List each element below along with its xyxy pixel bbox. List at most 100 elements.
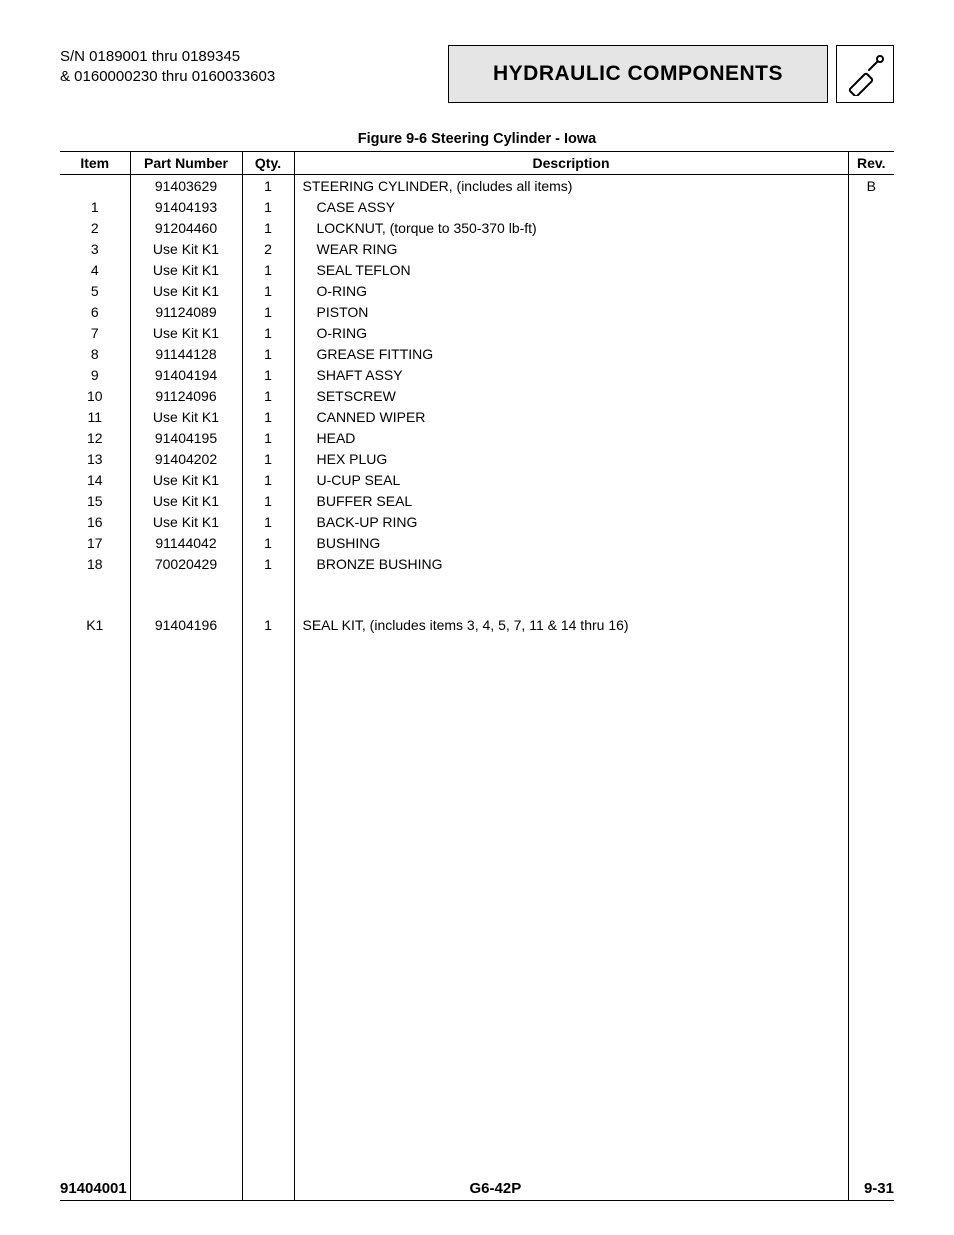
empty-cell: [60, 635, 130, 1200]
cell-rev: [848, 322, 894, 343]
cell-qty: 1: [242, 406, 294, 427]
table-row: K1914041961SEAL KIT, (includes items 3, …: [60, 614, 894, 635]
cell-description: HEX PLUG: [294, 448, 848, 469]
empty-cell: [242, 635, 294, 1200]
parts-table: Item Part Number Qty. Description Rev. 9…: [60, 151, 894, 1201]
cell-item: [60, 175, 130, 197]
footer-right: 9-31: [864, 1180, 894, 1197]
cell-part-number: 91144128: [130, 343, 242, 364]
cell-rev: [848, 238, 894, 259]
cell-part-number: Use Kit K1: [130, 406, 242, 427]
cell-rev: [848, 553, 894, 574]
cell-part-number: 91404195: [130, 427, 242, 448]
cell-description: LOCKNUT, (torque to 350-370 lb-ft): [294, 217, 848, 238]
cell-part-number: Use Kit K1: [130, 490, 242, 511]
cell-part-number: 91144042: [130, 532, 242, 553]
cell-item: 5: [60, 280, 130, 301]
col-header-item: Item: [60, 152, 130, 175]
cell-description: WEAR RING: [294, 238, 848, 259]
cell-part-number: Use Kit K1: [130, 280, 242, 301]
cell-item: 1: [60, 196, 130, 217]
figure-caption: Figure 9-6 Steering Cylinder - Iowa: [60, 131, 894, 147]
table-row: 6911240891PISTON: [60, 301, 894, 322]
cell-item: 10: [60, 385, 130, 406]
cell-part-number: Use Kit K1: [130, 238, 242, 259]
cell-part-number: Use Kit K1: [130, 322, 242, 343]
cell-description: BUSHING: [294, 532, 848, 553]
cell-qty: 1: [242, 511, 294, 532]
cell-qty: 1: [242, 259, 294, 280]
cell-rev: [848, 511, 894, 532]
cell-rev: [848, 406, 894, 427]
cell-part-number: 91404202: [130, 448, 242, 469]
table-row: 7Use Kit K11O-RING: [60, 322, 894, 343]
cell-item: 3: [60, 238, 130, 259]
empty-cell: [130, 574, 242, 614]
cell-description: O-RING: [294, 280, 848, 301]
col-header-qty: Qty.: [242, 152, 294, 175]
cell-part-number: Use Kit K1: [130, 469, 242, 490]
hydraulic-cylinder-icon: [836, 45, 894, 103]
cell-qty: 1: [242, 469, 294, 490]
table-row: 4Use Kit K11SEAL TEFLON: [60, 259, 894, 280]
cell-rev: [848, 196, 894, 217]
table-row: 14Use Kit K11U-CUP SEAL: [60, 469, 894, 490]
section-title-banner: HYDRAULIC COMPONENTS: [448, 45, 828, 103]
cell-rev: [848, 217, 894, 238]
cell-description: HEAD: [294, 427, 848, 448]
table-row: 10911240961SETSCREW: [60, 385, 894, 406]
table-row: 5Use Kit K11O-RING: [60, 280, 894, 301]
cell-qty: 1: [242, 301, 294, 322]
cell-qty: 1: [242, 217, 294, 238]
table-spacer-row: [60, 574, 894, 614]
cell-part-number: 70020429: [130, 553, 242, 574]
empty-cell: [242, 574, 294, 614]
cell-item: 11: [60, 406, 130, 427]
empty-cell: [848, 635, 894, 1200]
cell-rev: B: [848, 175, 894, 197]
cell-qty: 2: [242, 238, 294, 259]
empty-cell: [294, 574, 848, 614]
table-row: 17911440421BUSHING: [60, 532, 894, 553]
cell-qty: 1: [242, 427, 294, 448]
cell-item: 12: [60, 427, 130, 448]
cell-part-number: 91204460: [130, 217, 242, 238]
col-header-description: Description: [294, 152, 848, 175]
table-row: 11Use Kit K11CANNED WIPER: [60, 406, 894, 427]
page-footer: 91404001 G6-42P 9-31: [60, 1180, 894, 1197]
cell-description: BUFFER SEAL: [294, 490, 848, 511]
cell-rev: [848, 364, 894, 385]
cell-part-number: Use Kit K1: [130, 511, 242, 532]
table-header-row: Item Part Number Qty. Description Rev.: [60, 152, 894, 175]
cell-description: SHAFT ASSY: [294, 364, 848, 385]
cell-rev: [848, 532, 894, 553]
sn-line-2: & 0160000230 thru 0160033603: [60, 67, 275, 87]
table-row: 2912044601LOCKNUT, (torque to 350-370 lb…: [60, 217, 894, 238]
col-header-rev: Rev.: [848, 152, 894, 175]
table-row: 18700204291BRONZE BUSHING: [60, 553, 894, 574]
cell-rev: [848, 343, 894, 364]
empty-cell: [848, 574, 894, 614]
serial-number-block: S/N 0189001 thru 0189345 & 0160000230 th…: [60, 45, 275, 88]
cell-rev: [848, 259, 894, 280]
cell-rev: [848, 448, 894, 469]
cell-part-number: 91404194: [130, 364, 242, 385]
cell-description: SEAL KIT, (includes items 3, 4, 5, 7, 11…: [294, 614, 848, 635]
empty-cell: [294, 635, 848, 1200]
footer-center: G6-42P: [470, 1180, 522, 1197]
cell-item: 17: [60, 532, 130, 553]
empty-cell: [130, 635, 242, 1200]
cell-item: K1: [60, 614, 130, 635]
cell-rev: [848, 280, 894, 301]
cell-qty: 1: [242, 490, 294, 511]
cell-item: 13: [60, 448, 130, 469]
table-row: 3Use Kit K12WEAR RING: [60, 238, 894, 259]
cell-qty: 1: [242, 280, 294, 301]
cell-item: 6: [60, 301, 130, 322]
col-header-part-number: Part Number: [130, 152, 242, 175]
cell-item: 15: [60, 490, 130, 511]
table-row: 16Use Kit K11BACK-UP RING: [60, 511, 894, 532]
cell-item: 2: [60, 217, 130, 238]
cell-part-number: 91404193: [130, 196, 242, 217]
cell-item: 7: [60, 322, 130, 343]
